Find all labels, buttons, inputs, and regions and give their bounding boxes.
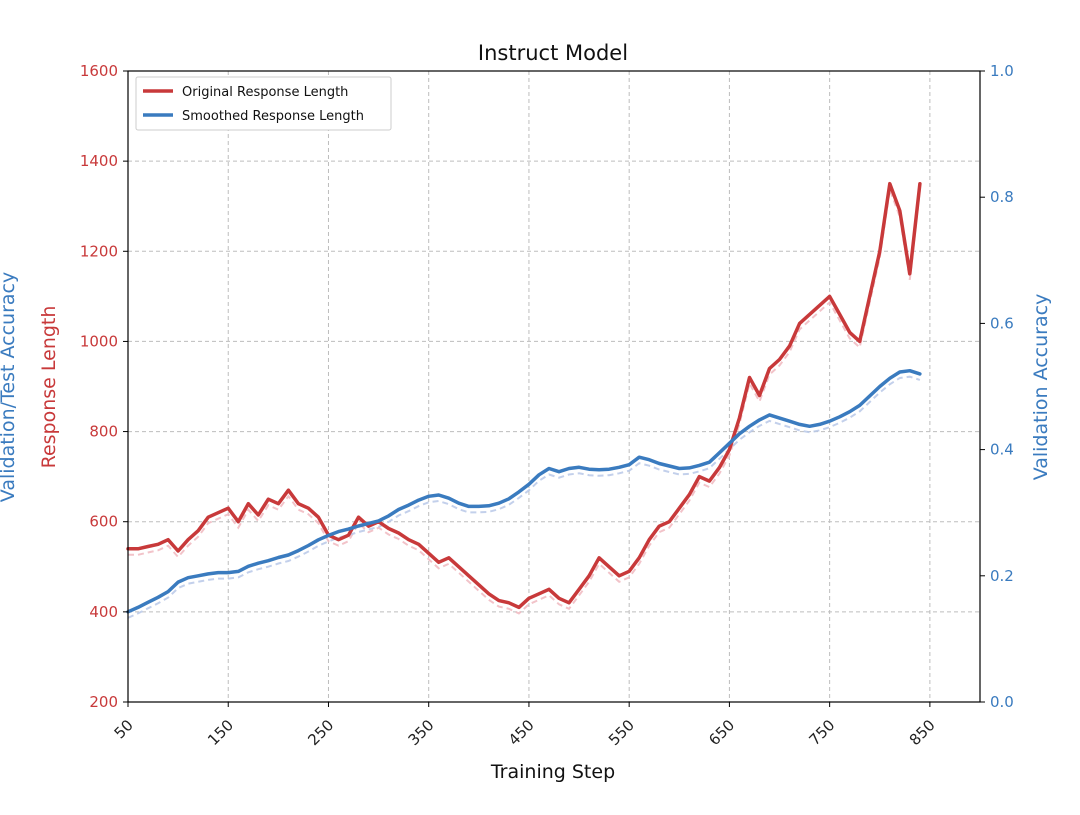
x-tick-label: 850 <box>906 716 939 749</box>
x-axis-label: Training Step <box>490 761 615 783</box>
right-tick-label: 0.0 <box>990 693 1014 711</box>
grid <box>127 71 980 702</box>
series-line <box>126 368 922 614</box>
right-axis-label: Validation Accuracy <box>1030 294 1052 481</box>
x-tick-label: 450 <box>505 716 538 749</box>
x-tick-label: 250 <box>304 716 337 749</box>
x-tick-label: 350 <box>405 716 438 749</box>
left-tick-label: 1400 <box>80 152 118 170</box>
right-tick-label: 0.2 <box>990 567 1014 585</box>
right-tick-label: 1.0 <box>990 62 1014 80</box>
plot-frame <box>127 70 981 703</box>
x-tick-label: 650 <box>705 716 738 749</box>
x-tick-label: 150 <box>204 716 237 749</box>
right-axis-ticks: 0.0 0.2 0.4 0.6 0.8 1.0 <box>980 62 1014 711</box>
left-axis-ticks: 200 400 600 800 1000 1200 1400 1600 <box>80 62 128 711</box>
left-axis-label: Response Length <box>38 306 60 469</box>
x-tick-label: 50 <box>111 716 137 742</box>
legend-box <box>135 76 392 131</box>
left-tick-label: 1600 <box>80 62 118 80</box>
left-tick-label: 200 <box>89 693 118 711</box>
legend: Original Response Length Smoothed Respon… <box>135 76 392 131</box>
series-raw-line <box>127 375 921 619</box>
series-raw-line <box>128 189 921 615</box>
left-tick-label: 800 <box>89 423 118 441</box>
right-tick-label: 0.4 <box>990 441 1014 459</box>
left-tick-label: 1000 <box>80 332 118 350</box>
right-tick-label: 0.8 <box>990 188 1014 206</box>
legend-label-original: Original Response Length <box>182 85 348 100</box>
x-tick-label: 550 <box>605 716 638 749</box>
x-axis-ticks: 50 150 250 350 450 550 650 750 850 <box>111 702 939 749</box>
left-tick-label: 400 <box>89 603 118 621</box>
left-tick-label: 1200 <box>80 242 118 260</box>
left-tick-label: 600 <box>89 513 118 531</box>
raw-series-layer <box>127 189 921 619</box>
x-tick-label: 750 <box>805 716 838 749</box>
series-line <box>126 181 922 610</box>
series-layer <box>126 181 922 614</box>
legend-label-smoothed: Smoothed Response Length <box>182 109 364 124</box>
left-axis-outer-label: Validation/Test Accuracy <box>0 272 19 502</box>
chart-title: Instruct Model <box>478 41 628 65</box>
right-tick-label: 0.6 <box>990 314 1014 332</box>
